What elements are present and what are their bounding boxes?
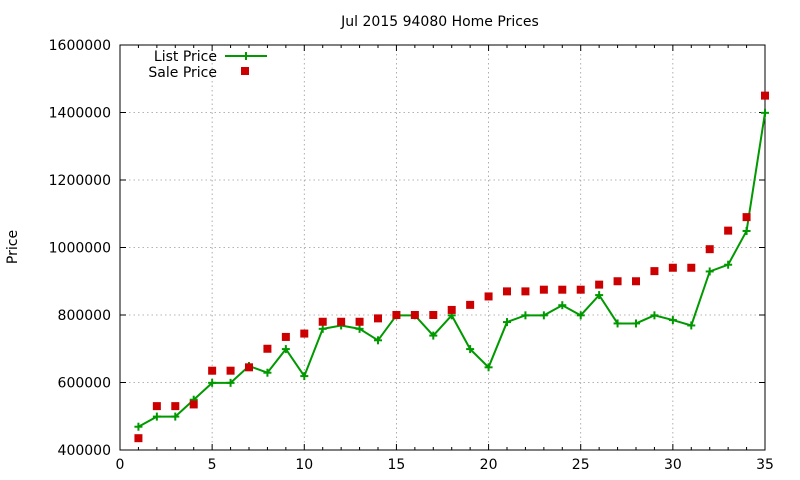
sale-price-point [521, 287, 530, 296]
list-price-point [558, 301, 567, 310]
sale-price-point [484, 292, 493, 301]
sale-price-point [742, 213, 751, 222]
list-price-point [281, 345, 290, 354]
sale-price-point [355, 317, 364, 326]
y-tick-label: 1600000 [49, 38, 111, 54]
sale-price-point [300, 329, 309, 338]
list-price-point [705, 267, 714, 276]
legend-list-price-label: List Price [154, 49, 217, 65]
sale-price-point [208, 366, 217, 375]
y-tick-label: 1200000 [49, 173, 111, 189]
y-tick-label: 1400000 [49, 106, 111, 122]
sale-price-point [466, 300, 475, 309]
x-tick-label: 20 [480, 457, 498, 473]
sale-price-point [668, 263, 677, 272]
sale-price-point [171, 402, 180, 411]
y-axis-label: Price [5, 230, 21, 264]
axis-ticks: 0 5 10 15 20 25 30 35 400000 600000 800000 1000000 1… [49, 38, 774, 473]
list-price-point [668, 316, 677, 325]
sale-price-point [245, 363, 253, 372]
list-price-point [134, 422, 143, 431]
list-price-point [687, 321, 696, 330]
sale-price-point [152, 402, 161, 411]
sale-price-point [650, 267, 659, 276]
sale-price-point [281, 332, 290, 341]
x-tick-label: 15 [388, 457, 406, 473]
x-tick-label: 0 [116, 457, 125, 473]
legend: List Price Sale Price [148, 49, 267, 81]
sale-price-point [263, 344, 272, 353]
list-price-point [208, 378, 217, 387]
list-price-point [300, 372, 309, 381]
x-tick-label: 30 [664, 457, 682, 473]
list-price-point [318, 324, 327, 333]
sale-price-point [558, 285, 567, 294]
sale-price-point [705, 245, 714, 254]
sale-price-point [503, 287, 511, 296]
sale-price-point [576, 285, 585, 294]
sale-price-point [429, 311, 438, 319]
plot-frame [119, 44, 766, 451]
sale-price-point [189, 400, 198, 409]
sale-price-point [632, 277, 640, 286]
list-price-point [632, 319, 640, 328]
sale-price-point [761, 91, 769, 100]
sale-price-point [447, 305, 456, 314]
sale-price-point [410, 311, 419, 319]
sale-price-point [724, 226, 733, 235]
list-price-point [152, 412, 161, 421]
legend-list-price-marker [242, 52, 250, 60]
y-tick-label: 400000 [58, 443, 111, 459]
sale-price-point [374, 314, 382, 323]
legend-sale-price-marker [241, 67, 249, 75]
list-price-point [595, 291, 604, 300]
series [134, 91, 769, 443]
list-price-point [466, 345, 475, 354]
list-price-point [429, 331, 438, 340]
x-tick-label: 35 [756, 457, 774, 473]
list-price-point [650, 311, 659, 320]
list-price-point [171, 412, 180, 421]
sale-price-point [134, 434, 143, 443]
list-price-point [355, 324, 364, 333]
sale-price-point [226, 366, 235, 375]
x-tick-label: 25 [572, 457, 590, 473]
legend-sale-price-label: Sale Price [148, 65, 217, 81]
sale-price-point [337, 317, 346, 326]
chart-title: Jul 2015 94080 Home Prices [340, 14, 539, 30]
y-tick-label: 800000 [58, 308, 111, 324]
list-price-point [484, 363, 493, 372]
list-price-point [761, 108, 769, 117]
list-price-point [263, 368, 272, 377]
grid [120, 45, 765, 450]
list-price-point [374, 336, 382, 345]
sale-price-point [539, 285, 548, 294]
list-price-point [742, 226, 751, 235]
y-tick-label: 1000000 [49, 241, 111, 257]
y-tick-label: 600000 [58, 376, 111, 392]
x-tick-label: 5 [208, 457, 217, 473]
list-price-point [539, 311, 548, 320]
list-price-point [613, 319, 622, 328]
sale-price-point [687, 263, 696, 272]
x-tick-label: 10 [295, 457, 313, 473]
list-price-point [503, 318, 511, 327]
sale-price-point [595, 280, 604, 289]
sale-price-point [613, 277, 622, 286]
list-price-point [226, 378, 235, 387]
sale-price-point [318, 317, 327, 326]
list-price-point [724, 260, 733, 269]
list-price-point [576, 311, 585, 320]
list-price-point [521, 311, 530, 320]
sale-price-point [392, 311, 401, 319]
